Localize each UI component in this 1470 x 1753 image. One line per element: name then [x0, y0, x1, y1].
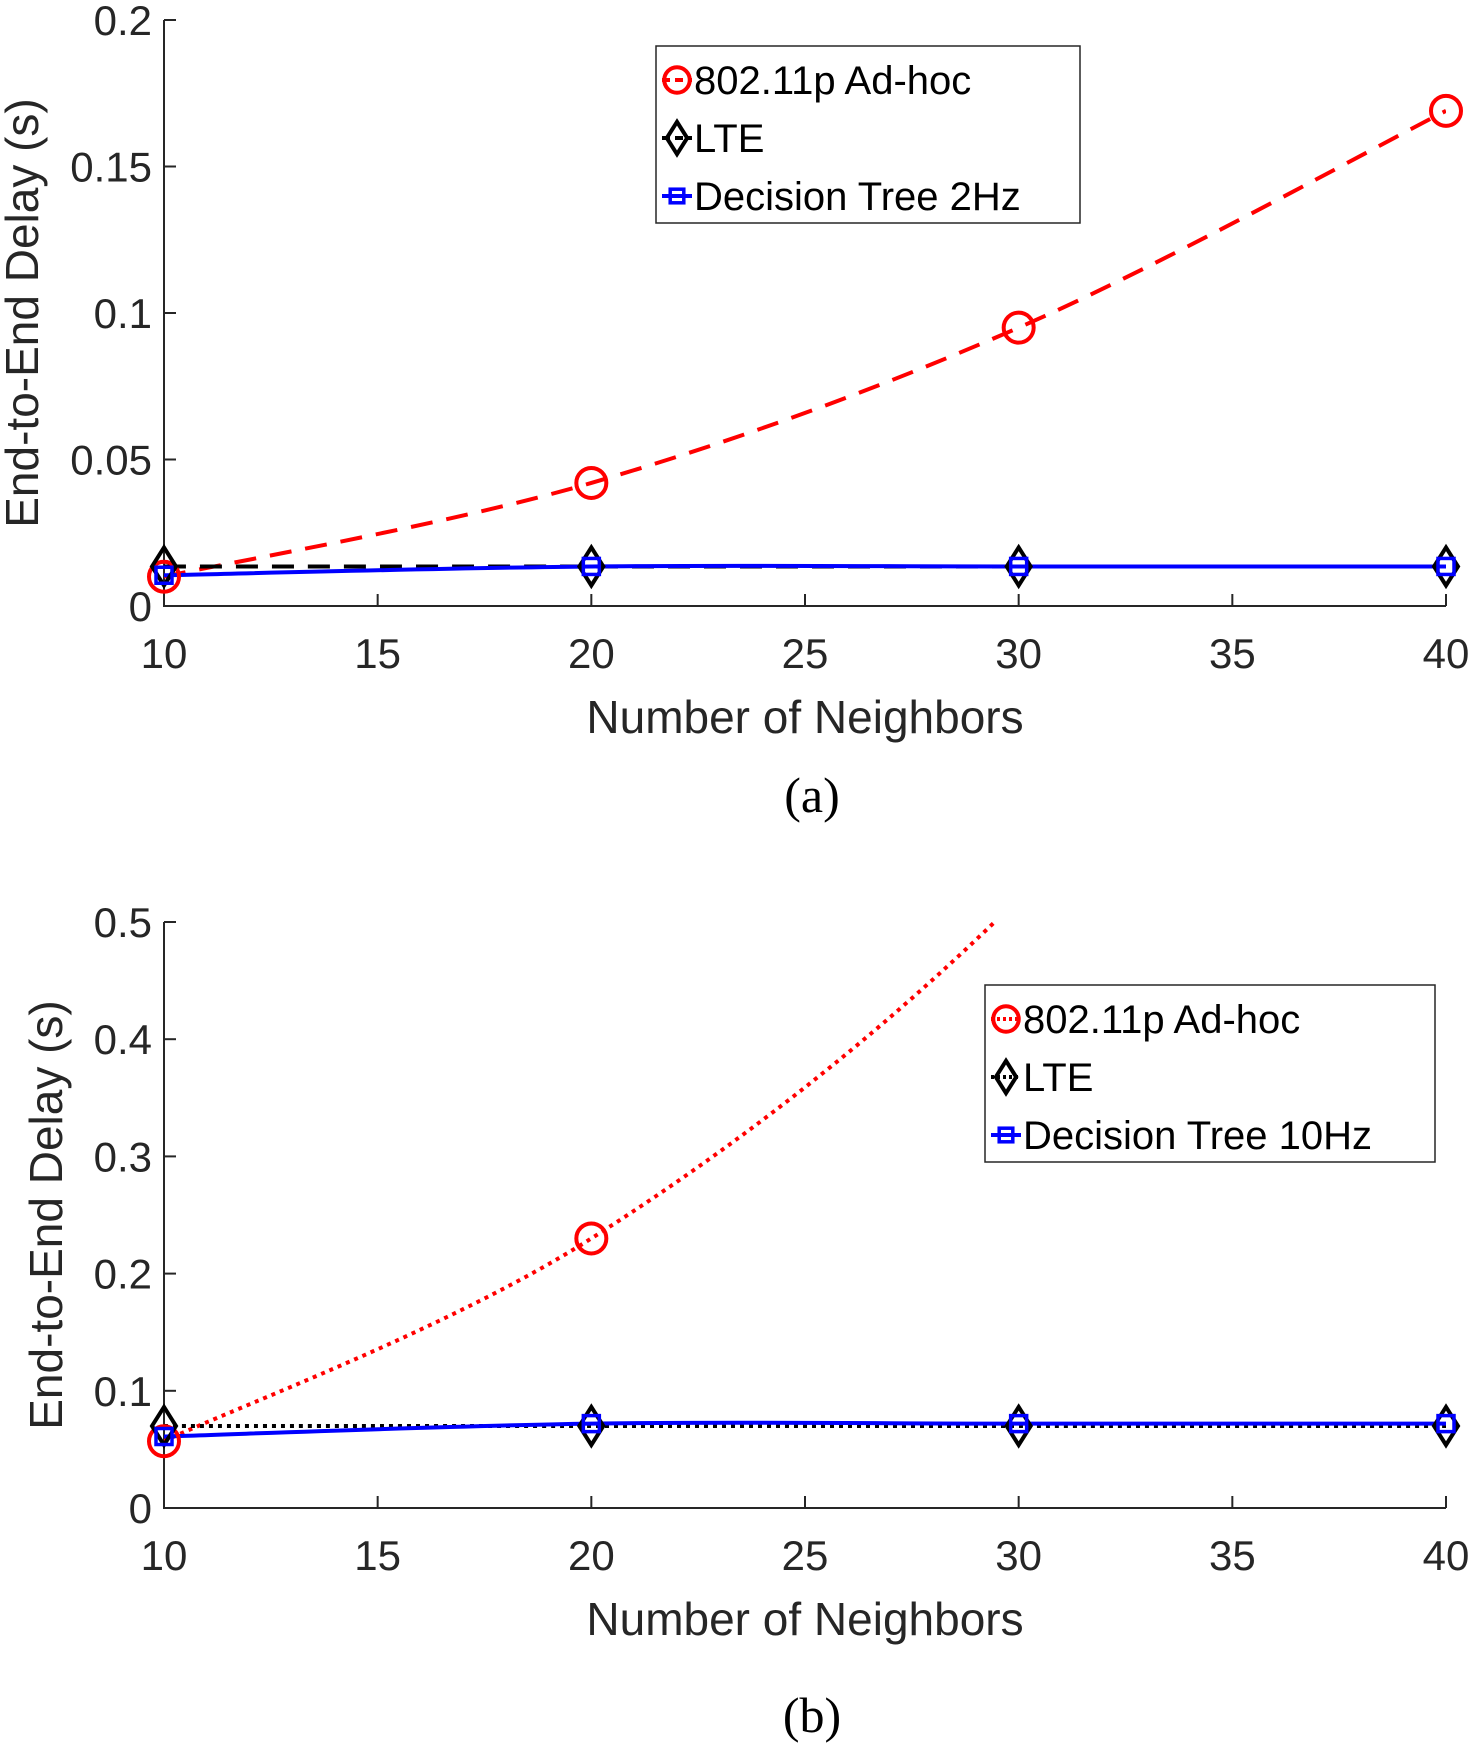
- x-tick-label-b-30: 30: [995, 1532, 1042, 1579]
- marker-a-802-11p-ad-hoc-10-shape: [147, 559, 181, 594]
- marker-a-802-11p-ad-hoc-40: [1429, 93, 1463, 128]
- marker-a-decision-tree-2hz-40: [1436, 556, 1456, 577]
- legend-box-b: [984, 984, 1436, 1163]
- legend-marker-b-lte: [993, 1057, 1019, 1097]
- chart-a: 10 15 20 25 30 35 40 0 0.05 0.1 0.15 0.2 Number of …: [0, 0, 1469, 823]
- series-markers-a: [147, 93, 1463, 594]
- x-tick-label-b-15: 15: [354, 1532, 401, 1579]
- marker-b-802-11p-ad-hoc-20-shape: [574, 1221, 609, 1256]
- y-axis-label-a: End-to-End Delay (s): [0, 98, 48, 528]
- marker-a-decision-tree-2hz-10-shape: [154, 565, 174, 585]
- marker-a-802-11p-ad-hoc-30-shape: [1001, 310, 1036, 345]
- marker-a-802-11p-ad-hoc-10: [147, 559, 181, 594]
- legend-marker-b-lte-shape: [993, 1057, 1019, 1097]
- legend-a: 802.11p Ad-hoc LTE Decision Tree 2Hz: [655, 45, 1081, 224]
- series-lines-a: [164, 109, 1446, 579]
- marker-b-802-11p-ad-hoc-20: [574, 1221, 609, 1256]
- legend-marker-b-802-11p-ad-hoc: [991, 1004, 1021, 1034]
- x-tick-label-b-35: 35: [1209, 1532, 1256, 1579]
- caption-b: (b): [783, 1687, 841, 1743]
- marker-b-decision-tree-10hz-20: [581, 1413, 602, 1434]
- x-tick-label-a-40: 40: [1423, 630, 1470, 677]
- legend-label-a-decision-tree-2hz: Decision Tree 2Hz: [694, 175, 1021, 219]
- legend-label-a-802-11p-ad-hoc: 802.11p Ad-hoc: [694, 59, 971, 103]
- legend-marker-a-decision-tree-2hz: [668, 187, 686, 205]
- x-tick-label-a-35: 35: [1209, 630, 1256, 677]
- legend-marker-a-lte-shape: [664, 118, 690, 158]
- x-tick-label-a-10: 10: [141, 630, 188, 677]
- legend-marker-b-decision-tree-10hz: [997, 1126, 1015, 1144]
- legend-b: 802.11p Ad-hoc LTE Decision Tree 10Hz: [984, 984, 1436, 1163]
- marker-a-802-11p-ad-hoc-20-shape: [574, 465, 609, 500]
- legend-box-a: [655, 45, 1081, 224]
- legend-marker-b-decision-tree-10hz-shape: [997, 1126, 1015, 1144]
- x-tick-label-a-25: 25: [782, 630, 829, 677]
- x-tick-label-a-20: 20: [568, 630, 615, 677]
- legend-label-b-decision-tree-10hz: Decision Tree 10Hz: [1023, 1114, 1372, 1158]
- marker-a-decision-tree-2hz-30: [1008, 556, 1029, 577]
- marker-b-decision-tree-10hz-30: [1008, 1413, 1029, 1434]
- marker-b-decision-tree-10hz-30-shape: [1008, 1413, 1029, 1434]
- x-axis-label-b: Number of Neighbors: [586, 1593, 1023, 1645]
- marker-b-decision-tree-10hz-10-shape: [154, 1426, 174, 1447]
- marker-b-decision-tree-10hz-10: [154, 1426, 174, 1447]
- marker-b-decision-tree-10hz-40: [1436, 1413, 1456, 1434]
- ticks-b: 10 15 20 25 30 35 40 0 0.1 0.2 0.3 0.4 0.5: [94, 899, 1470, 1579]
- y-tick-label-b-3: 0.3: [94, 1133, 152, 1180]
- y-tick-label-a-0: 0: [129, 583, 152, 630]
- legend-marker-b-802-11p-ad-hoc-shape: [991, 1004, 1021, 1034]
- marker-a-decision-tree-2hz-40-shape: [1436, 556, 1456, 577]
- y-tick-label-a-3: 0.15: [70, 144, 152, 191]
- legend-label-b-lte: LTE: [1023, 1056, 1093, 1100]
- legend-marker-a-decision-tree-2hz-shape: [668, 187, 686, 205]
- marker-b-decision-tree-10hz-20-shape: [581, 1413, 602, 1434]
- marker-a-decision-tree-2hz-20-shape: [581, 556, 602, 577]
- marker-b-decision-tree-10hz-40-shape: [1436, 1413, 1456, 1434]
- legend-entries-a: 802.11p Ad-hoc LTE Decision Tree 2Hz: [662, 59, 1021, 219]
- legend-marker-a-lte: [664, 118, 690, 158]
- marker-b-802-11p-ad-hoc-10-shape: [147, 1424, 181, 1459]
- y-tick-label-b-5: 0.5: [94, 899, 152, 946]
- marker-b-802-11p-ad-hoc-10: [147, 1424, 181, 1459]
- y-tick-label-b-4: 0.4: [94, 1016, 152, 1063]
- y-tick-label-b-2: 0.2: [94, 1251, 152, 1298]
- y-tick-label-a-1: 0.05: [70, 437, 152, 484]
- line-a-decision-tree-2hz: [164, 563, 1446, 578]
- x-axis-label-a: Number of Neighbors: [586, 691, 1023, 743]
- legend-marker-a-802-11p-ad-hoc: [662, 65, 692, 95]
- legend-marker-a-802-11p-ad-hoc-shape: [662, 65, 692, 95]
- line-a-802-11p-ad-hoc: [164, 109, 1446, 579]
- marker-a-decision-tree-2hz-30-shape: [1008, 556, 1029, 577]
- marker-a-decision-tree-2hz-20: [581, 556, 602, 577]
- line-b-decision-tree-10hz: [164, 1420, 1446, 1439]
- chart-b: 10 15 20 25 30 35 40 0 0.1 0.2 0.3 0.4 0.5 Number of…: [20, 899, 1470, 1743]
- y-tick-label-a-4: 0.2: [94, 0, 152, 44]
- x-tick-label-b-10: 10: [141, 1532, 188, 1579]
- caption-a: (a): [784, 767, 840, 823]
- marker-a-lte-10: [149, 543, 179, 590]
- x-tick-label-b-25: 25: [782, 1532, 829, 1579]
- ticks-a: 10 15 20 25 30 35 40 0 0.05 0.1 0.15 0.2: [70, 0, 1469, 677]
- x-tick-label-a-15: 15: [354, 630, 401, 677]
- legend-label-a-lte: LTE: [694, 117, 764, 161]
- marker-a-802-11p-ad-hoc-20: [574, 465, 609, 500]
- y-tick-label-a-2: 0.1: [94, 290, 152, 337]
- x-tick-label-b-40: 40: [1423, 1532, 1470, 1579]
- y-tick-label-b-0: 0: [129, 1485, 152, 1532]
- y-axis-label-b: End-to-End Delay (s): [20, 1000, 72, 1430]
- legend-entries-b: 802.11p Ad-hoc LTE Decision Tree 10Hz: [991, 998, 1372, 1158]
- marker-a-decision-tree-2hz-10: [154, 565, 174, 585]
- legend-label-b-802-11p-ad-hoc: 802.11p Ad-hoc: [1023, 998, 1300, 1042]
- x-tick-label-a-30: 30: [995, 630, 1042, 677]
- marker-a-802-11p-ad-hoc-30: [1001, 310, 1036, 345]
- marker-a-lte-10-shape: [149, 543, 179, 590]
- series-lines-b: [164, 922, 1446, 1444]
- line-b-802-11p-ad-hoc: [164, 922, 998, 1444]
- x-tick-label-b-20: 20: [568, 1532, 615, 1579]
- marker-a-802-11p-ad-hoc-40-shape: [1429, 93, 1463, 128]
- y-tick-label-b-1: 0.1: [94, 1368, 152, 1415]
- series-markers-b: [147, 1221, 1461, 1459]
